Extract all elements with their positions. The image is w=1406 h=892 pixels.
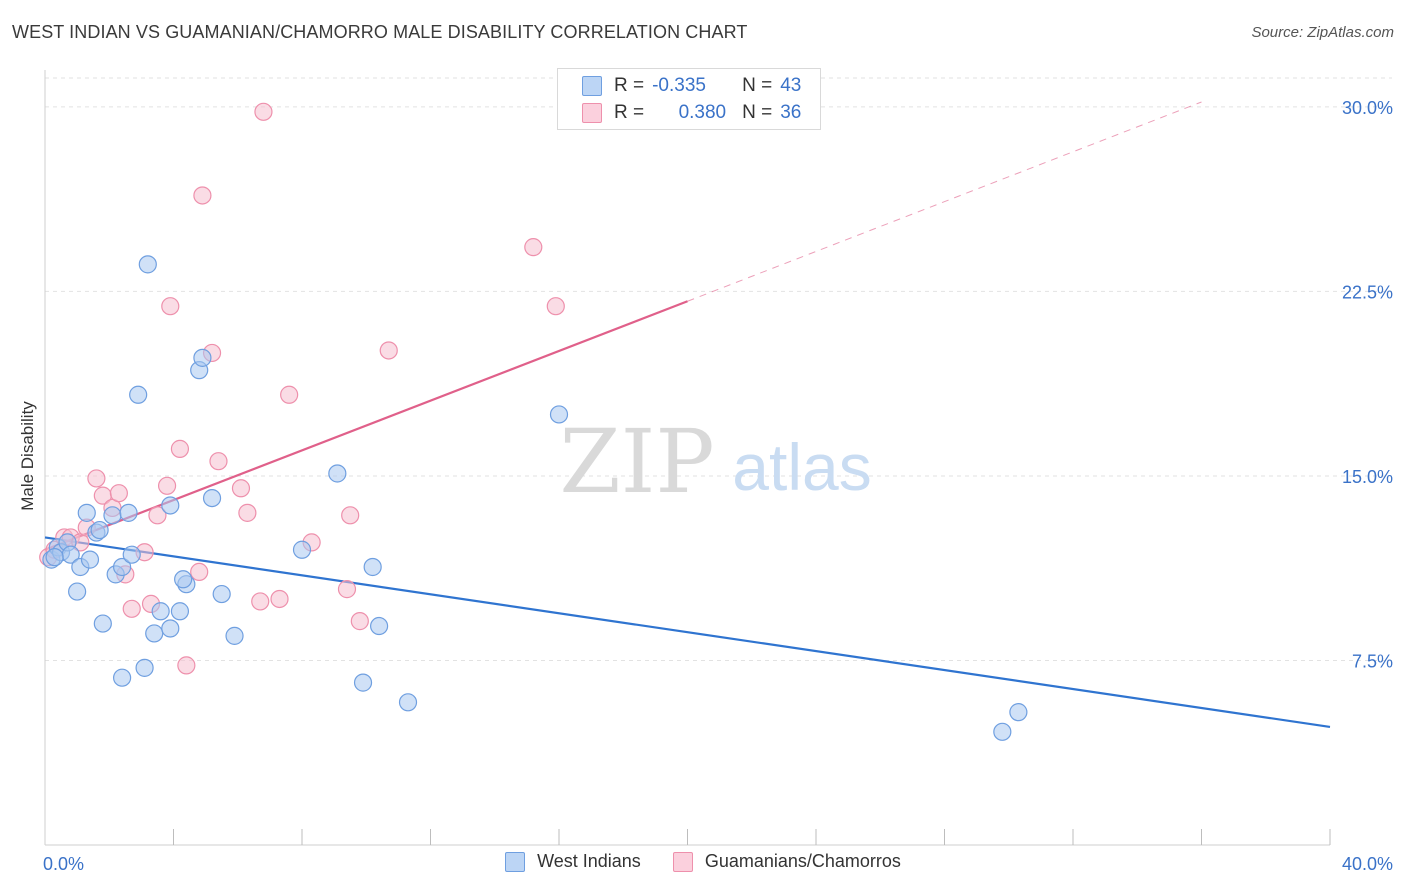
west-indian-point	[135, 658, 154, 677]
guamanian-point	[270, 589, 289, 609]
n-value: 36	[780, 102, 802, 123]
legend-item-west-indians[interactable]: West Indians	[505, 851, 641, 872]
watermark-atlas: atlas	[732, 430, 871, 504]
axis-layer	[44, 70, 1331, 846]
blue-swatch	[505, 851, 526, 872]
guamanian-point	[254, 102, 273, 121]
guamanian-point	[524, 238, 543, 257]
y-tick-label: 22.5%	[1342, 282, 1393, 302]
guamanian-point	[209, 452, 228, 471]
series-legend: West Indians Guamanians/Chamorros	[0, 851, 1406, 872]
guamanian-point	[161, 297, 180, 316]
west-indian-point	[353, 673, 373, 692]
legend-label: Guamanians/Chamorros	[704, 851, 901, 871]
pink-swatch	[582, 103, 602, 123]
west-indian-point	[119, 503, 138, 522]
west-indian-point	[1009, 703, 1028, 722]
legend-item-guamanians-chamorros[interactable]: Guamanians/Chamorros	[672, 851, 901, 872]
west-indian-point	[112, 668, 132, 687]
west-indian-point	[122, 545, 141, 564]
west-indian-point	[77, 503, 96, 522]
stats-legend: R = -0.335 N = 43 R = 0.380 N = 36	[557, 68, 821, 130]
guamanian-point	[231, 479, 251, 498]
west-indian-point	[202, 488, 222, 508]
guamanian-point	[546, 297, 565, 316]
y-tick-label: 15.0%	[1342, 467, 1393, 487]
watermark: ZIP atlas	[559, 410, 871, 513]
guamanian-point	[337, 580, 357, 599]
guamanian-point	[122, 599, 141, 618]
west-indian-point	[370, 616, 389, 636]
grid-layer	[45, 77, 1392, 661]
blue-swatch	[582, 76, 602, 96]
trendline	[44, 536, 1331, 728]
west-indian-point	[292, 540, 312, 559]
west-indian-point	[225, 626, 244, 645]
west-indian-point	[145, 624, 164, 643]
x-tick-label: 40.0%	[1342, 854, 1393, 874]
tick-labels: 7.5% 15.0% 22.5% 30.0% 0.0% 40.0%	[43, 98, 1393, 874]
r-value: 0.380	[678, 102, 727, 123]
guamanian-point	[170, 439, 190, 458]
n-label: N =	[742, 75, 773, 96]
west-indian-point	[161, 496, 180, 515]
guamanian-point	[190, 562, 209, 582]
source-credit: Source: ZipAtlas.com	[1251, 24, 1394, 41]
stats-row-guamanians: R = 0.380 N = 36	[582, 100, 801, 126]
guamanian-point	[87, 469, 106, 488]
guamanian-point	[157, 476, 177, 495]
west-indian-point	[549, 405, 569, 424]
guamanian-point	[280, 385, 299, 404]
guamanian-point	[177, 656, 196, 675]
guamanian-point	[350, 612, 369, 631]
chart-title: WEST INDIAN VS GUAMANIAN/CHAMORRO MALE D…	[12, 22, 748, 42]
y-tick-label: 7.5%	[1352, 651, 1393, 671]
n-value: 43	[780, 75, 802, 96]
x-tick-label: 0.0%	[43, 854, 84, 874]
guamanian-point	[109, 484, 128, 503]
west-indian-point	[398, 693, 418, 712]
west-indian-point	[103, 506, 122, 525]
west-indian-point	[112, 557, 132, 577]
r-value: -0.335	[652, 75, 706, 96]
watermark-zip: ZIP	[559, 410, 714, 513]
west-indian-point	[993, 722, 1012, 741]
r-label: R =	[614, 75, 645, 96]
guamanian-point	[379, 341, 398, 360]
west-indian-point	[129, 385, 148, 404]
west-indian-point	[170, 602, 190, 621]
y-tick-label: 30.0%	[1342, 98, 1393, 118]
west-indian-point	[138, 255, 157, 274]
stats-row-west-indians: R = -0.335 N = 43	[582, 73, 801, 99]
guamanian-point	[238, 503, 257, 522]
legend-label: West Indians	[537, 851, 641, 871]
n-label: N =	[742, 102, 773, 123]
guamanian-point	[251, 592, 270, 611]
data-points	[39, 102, 1028, 741]
west-indian-point	[363, 557, 382, 577]
west-indian-point	[328, 464, 347, 483]
guamanian-point	[341, 506, 360, 525]
west-indian-point	[80, 550, 100, 569]
west-indian-point	[174, 570, 193, 589]
west-indian-point	[212, 584, 231, 604]
guamanian-point	[148, 506, 167, 525]
r-label: R =	[614, 102, 645, 123]
west-indian-point	[193, 348, 212, 367]
west-indian-point	[161, 619, 180, 638]
guamanian-point	[193, 186, 212, 205]
pink-swatch	[672, 851, 693, 872]
west-indian-point	[68, 582, 87, 601]
west-indian-point	[90, 520, 109, 540]
west-indian-point	[45, 548, 64, 567]
trendline-extension	[687, 101, 1202, 302]
west-indian-point	[151, 602, 170, 621]
west-indian-point	[93, 614, 112, 633]
